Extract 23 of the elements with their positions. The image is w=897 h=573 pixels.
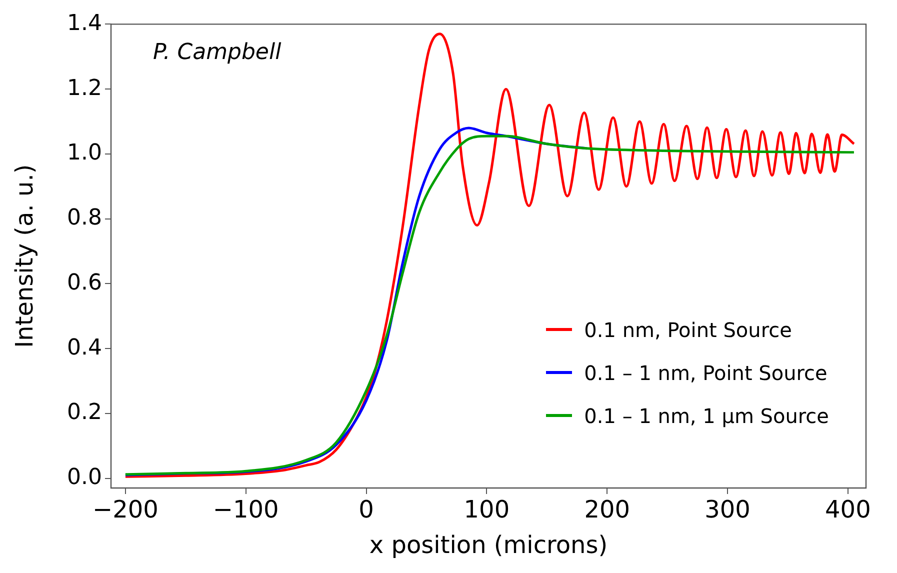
y-tick-label: 0.2	[67, 400, 102, 426]
x-tick-label: 100	[464, 496, 510, 524]
y-tick-label: 1.0	[67, 140, 102, 166]
line-series	[124, 32, 856, 478]
x-tick-label: 200	[584, 496, 630, 524]
y-tick-label: 1.4	[67, 10, 102, 36]
x-tick-label: 400	[825, 496, 871, 524]
x-axis-title: x position (microns)	[369, 530, 608, 559]
legend-label: 0.1 nm, Point Source	[584, 318, 792, 342]
y-axis-title: Intensity (a. u.)	[10, 164, 39, 348]
y-tick-label: 0.0	[67, 464, 102, 490]
x-tick-label: −200	[92, 496, 158, 524]
line-series	[124, 134, 856, 476]
annotation: P. Campbell	[153, 40, 282, 65]
x-tick-label: 300	[704, 496, 750, 524]
y-tick-label: 0.6	[67, 270, 102, 296]
y-tick-label: 1.2	[67, 76, 102, 101]
x-tick-label: −100	[212, 496, 279, 524]
x-tick-label: 0	[358, 496, 374, 524]
y-tick-label: 0.4	[67, 335, 102, 360]
y-tick-label: 0.8	[67, 206, 102, 231]
legend-label: 0.1 – 1 nm, Point Source	[584, 360, 828, 384]
legend-label: 0.1 – 1 nm, 1 μm Source	[584, 404, 829, 428]
